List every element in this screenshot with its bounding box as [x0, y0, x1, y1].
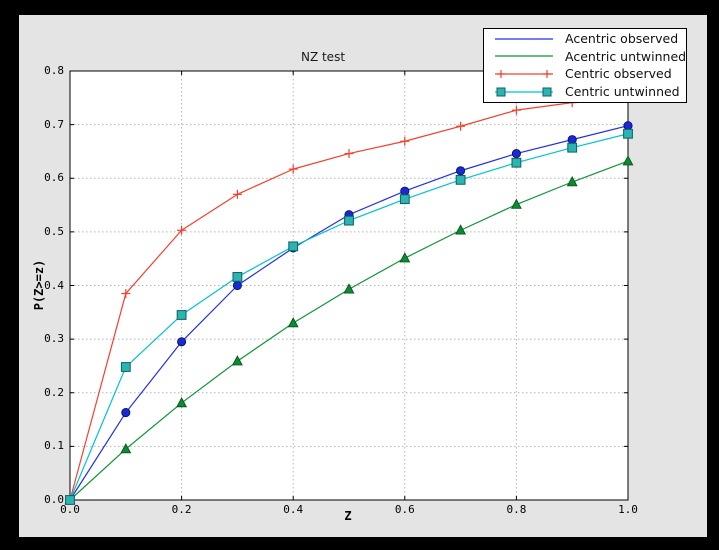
legend-sample-line: [495, 87, 553, 97]
x-tick-label: 1.0: [618, 503, 638, 516]
series-acentric-untwinned-marker: [120, 443, 132, 454]
y-tick-label: 0.7: [44, 117, 64, 131]
series-centric-untwinned-marker: [288, 241, 299, 252]
series-acentric-observed-marker: [121, 408, 131, 418]
x-tick-label: 0.0: [60, 503, 80, 516]
series-acentric-observed-marker: [623, 121, 633, 131]
series-acentric-untwinned-marker: [622, 155, 634, 166]
legend-label: Centric untwinned: [565, 84, 680, 100]
y-tick-label: 0.6: [44, 171, 64, 185]
legend-item-acentric-untwinned: Acentric untwinned: [492, 48, 686, 66]
series-acentric-untwinned-marker: [399, 252, 411, 263]
x-tick-label: 0.4: [283, 503, 304, 516]
series-centric-untwinned-marker: [232, 272, 243, 282]
series-acentric-observed-marker: [177, 337, 187, 347]
series-centric-untwinned-marker: [65, 495, 75, 505]
series-centric-untwinned-marker: [344, 215, 354, 226]
series-acentric-observed-marker: [232, 280, 242, 291]
series-centric-untwinned-marker: [120, 362, 131, 372]
legend-label: Centric observed: [565, 66, 672, 82]
y-tick-label: 0.2: [44, 385, 64, 399]
series-centric-untwinned-marker: [176, 310, 187, 320]
series-acentric-untwinned-marker: [510, 198, 522, 209]
x-axis-label: Z: [344, 509, 352, 523]
series-acentric-untwinned-marker: [287, 317, 299, 328]
chart-title: NZ test: [300, 50, 346, 64]
legend-item-acentric-observed: Acentric observed: [492, 30, 686, 48]
y-tick-label: 0.5: [44, 224, 64, 238]
legend: Acentric observed Acentric untwinned Centr…: [483, 28, 687, 103]
series-acentric-observed-marker: [400, 186, 410, 196]
series-acentric-untwinned-marker: [566, 176, 578, 187]
legend-sample-line: [495, 55, 553, 57]
legend-item-centric-observed: Centric observed: [492, 65, 686, 83]
x-tick-label: 0.8: [506, 503, 527, 516]
series-acentric-observed-marker: [511, 149, 521, 159]
legend-label: Acentric untwinned: [565, 48, 687, 64]
y-tick-label: 0.8: [44, 64, 64, 77]
y-tick-label: 0.0: [44, 493, 64, 506]
series-acentric-untwinned-marker: [455, 224, 467, 235]
x-tick-label: 0.2: [171, 503, 192, 516]
y-tick-label: 0.4: [44, 278, 64, 292]
series-centric-untwinned-marker: [511, 157, 522, 168]
series-acentric-untwinned-marker: [343, 283, 355, 294]
x-tick-label: 0.6: [394, 503, 415, 516]
legend-label: Acentric observed: [565, 31, 679, 47]
series-acentric-untwinned-marker: [231, 355, 243, 366]
legend-item-centric-untwinned: Centric untwinned: [492, 83, 686, 101]
series-acentric-observed-marker: [456, 166, 466, 176]
series-acentric-observed-marker: [567, 135, 577, 145]
legend-sample-line: [495, 38, 553, 40]
series-centric-untwinned-marker: [399, 194, 410, 205]
series-centric-untwinned-marker: [455, 174, 466, 185]
series-centric-untwinned-marker: [567, 142, 578, 153]
y-tick-label: 0.1: [44, 439, 64, 453]
legend-sample-line: [495, 69, 553, 78]
series-acentric-untwinned-marker: [176, 396, 188, 408]
series-centric-untwinned-marker: [623, 128, 633, 139]
y-tick-label: 0.3: [44, 332, 64, 346]
